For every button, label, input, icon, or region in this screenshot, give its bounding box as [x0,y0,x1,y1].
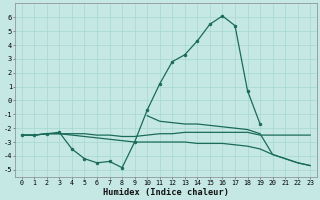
X-axis label: Humidex (Indice chaleur): Humidex (Indice chaleur) [103,188,229,197]
